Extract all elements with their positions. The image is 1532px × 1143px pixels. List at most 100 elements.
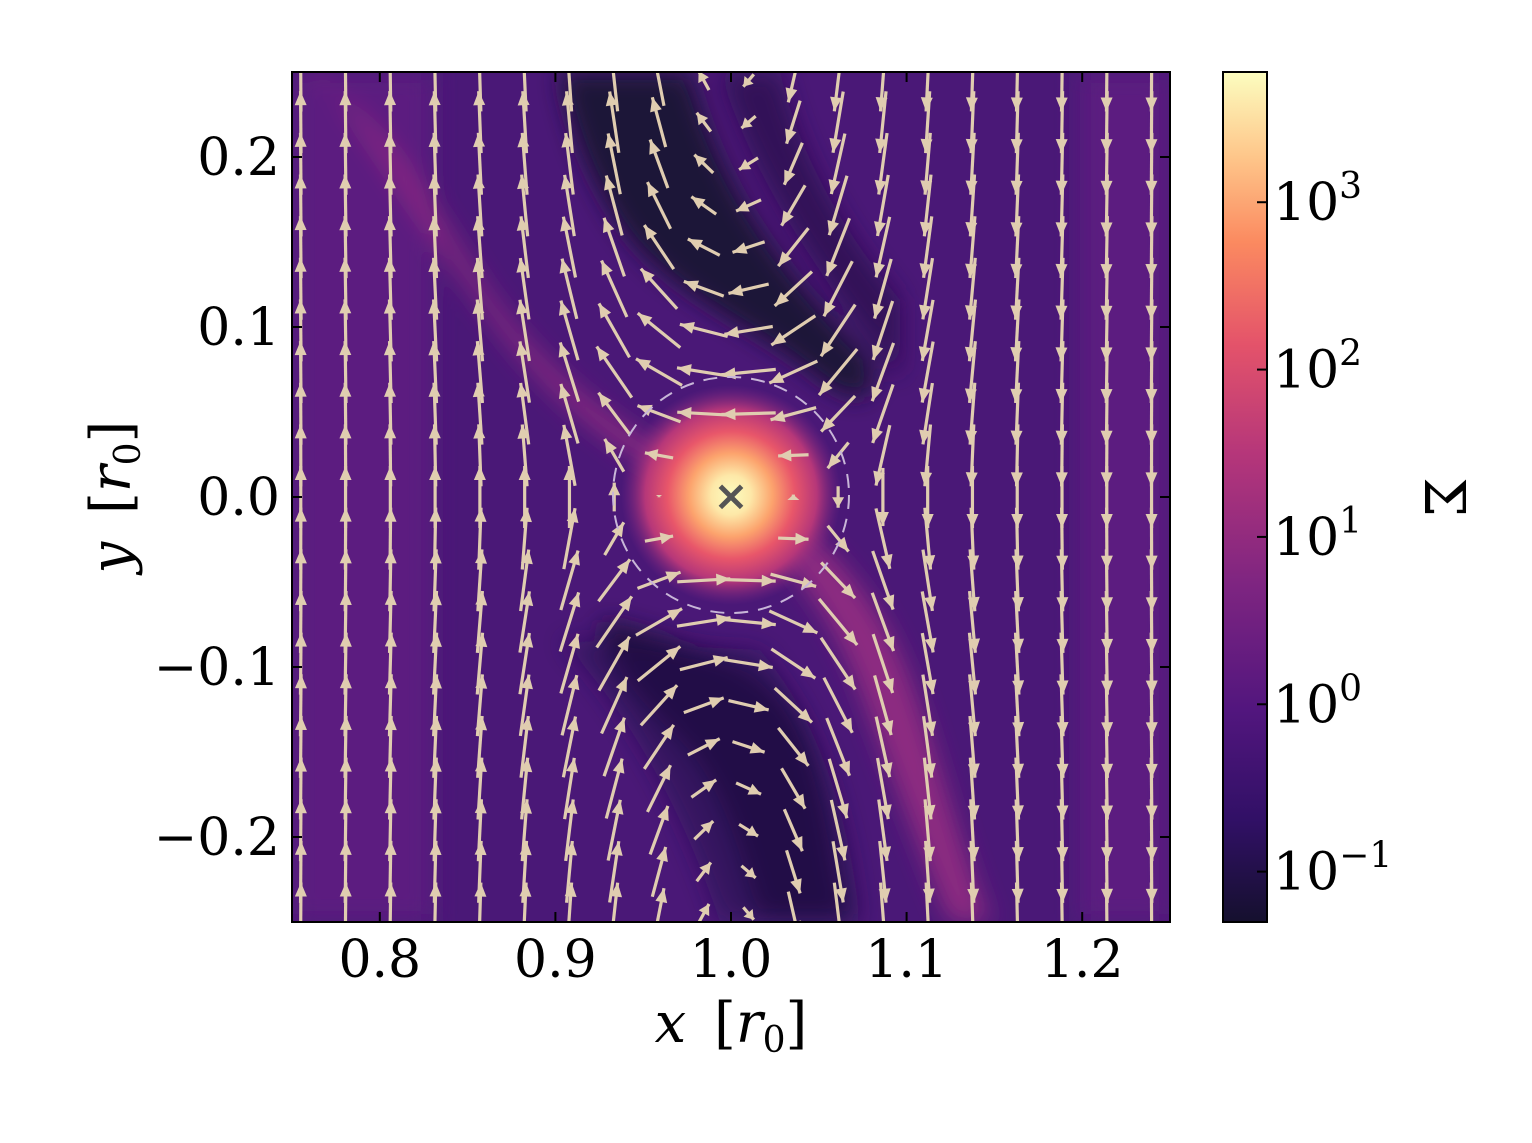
velocity-arrow bbox=[655, 887, 668, 922]
velocity-arrow bbox=[608, 840, 623, 903]
velocity-arrow bbox=[785, 72, 798, 103]
y-axis-var: y bbox=[79, 540, 144, 576]
velocity-arrow bbox=[785, 100, 802, 145]
y-axis-ticks: 0.2 0.1 0.0 −0.1 −0.2 bbox=[154, 128, 1170, 868]
velocity-arrow bbox=[874, 716, 893, 778]
velocity-arrow bbox=[595, 595, 634, 649]
velocity-arrow bbox=[679, 321, 729, 339]
colorbar-tick-label: 101 bbox=[1273, 501, 1362, 568]
velocity-arrow bbox=[874, 508, 893, 570]
y-axis-unit: r bbox=[79, 462, 144, 492]
velocity-arrow bbox=[635, 607, 683, 637]
velocity-arrow bbox=[778, 532, 809, 545]
velocity-arrow bbox=[388, 72, 393, 112]
velocity-arrow bbox=[560, 424, 577, 487]
velocity-arrow bbox=[558, 341, 581, 403]
velocity-arrow bbox=[343, 72, 348, 112]
velocity-arrow bbox=[777, 726, 810, 767]
velocity-arrow bbox=[558, 383, 580, 444]
velocity-arrow bbox=[921, 674, 937, 737]
y-tick-label: −0.2 bbox=[154, 808, 280, 868]
velocity-arrow bbox=[738, 156, 759, 172]
colorbar-tick-label: 10−1 bbox=[1273, 836, 1392, 903]
velocity-arrow bbox=[567, 72, 574, 112]
velocity-arrow bbox=[918, 299, 935, 362]
velocity-arrow bbox=[1100, 72, 1113, 112]
velocity-arrow bbox=[558, 300, 580, 361]
velocity-arrow bbox=[822, 676, 854, 734]
velocity-arrow bbox=[597, 391, 632, 436]
velocity-arrow bbox=[518, 591, 534, 653]
velocity-arrow bbox=[920, 424, 933, 487]
velocity-arrow bbox=[516, 382, 531, 445]
velocity-arrow bbox=[679, 655, 729, 672]
x-axis-unit-sub: 0 bbox=[763, 1020, 786, 1061]
velocity-arrow bbox=[735, 198, 762, 213]
planet-marker: × bbox=[713, 471, 748, 520]
velocity-arrow bbox=[820, 561, 857, 600]
x-axis-ticks: 0.8 0.9 1.0 1.1 1.2 bbox=[338, 72, 1124, 990]
velocity-arrow bbox=[642, 723, 676, 770]
velocity-arrow bbox=[695, 111, 713, 133]
y-tick-label: 0.2 bbox=[197, 128, 280, 188]
velocity-arrow bbox=[782, 142, 804, 186]
x-tick-label: 0.8 bbox=[338, 930, 421, 990]
velocity-arrow bbox=[636, 570, 682, 590]
velocity-arrow bbox=[780, 184, 807, 227]
velocity-arrow bbox=[920, 591, 937, 653]
y-axis-label: y [r0] bbox=[79, 421, 149, 577]
velocity-arrow bbox=[648, 138, 670, 189]
velocity-arrow bbox=[690, 778, 718, 799]
velocity-arrow bbox=[827, 758, 849, 819]
velocity-arrow bbox=[604, 175, 624, 236]
velocity-arrow bbox=[516, 257, 531, 320]
velocity-arrow bbox=[595, 345, 634, 399]
velocity-arrow bbox=[825, 717, 852, 777]
velocity-arrow bbox=[770, 314, 817, 347]
colorbar-label: Σ bbox=[1411, 477, 1476, 517]
colorbar bbox=[1222, 71, 1268, 923]
velocity-arrow bbox=[639, 684, 679, 727]
velocity-arrow bbox=[728, 282, 770, 297]
velocity-arrow bbox=[777, 227, 810, 268]
velocity-arrow bbox=[603, 438, 626, 473]
velocity-arrow bbox=[721, 617, 776, 630]
velocity-arrow bbox=[721, 408, 776, 421]
velocity-arrow bbox=[871, 550, 895, 611]
velocity-arrow bbox=[648, 805, 670, 856]
velocity-arrow bbox=[610, 882, 623, 922]
velocity-arrows bbox=[294, 72, 1158, 922]
velocity-arrow bbox=[644, 532, 674, 545]
velocity-arrow bbox=[650, 846, 668, 898]
velocity-arrow bbox=[559, 633, 580, 694]
velocity-arrow bbox=[559, 258, 579, 320]
velocity-arrow bbox=[635, 357, 683, 387]
velocity-arrow bbox=[611, 72, 620, 112]
colorbar-tick-label: 103 bbox=[1273, 166, 1362, 233]
velocity-arrow bbox=[873, 674, 894, 736]
velocity-arrow bbox=[563, 757, 579, 820]
velocity-arrow bbox=[918, 341, 935, 403]
velocity-arrow bbox=[519, 715, 533, 778]
velocity-arrow bbox=[965, 72, 978, 112]
velocity-arrow bbox=[693, 819, 715, 841]
velocity-arrow bbox=[655, 495, 663, 498]
y-tick-label: −0.1 bbox=[154, 638, 280, 698]
velocity-arrow bbox=[826, 441, 850, 470]
velocity-arrow bbox=[773, 270, 814, 308]
velocity-arrow bbox=[875, 72, 888, 112]
velocity-arrow bbox=[603, 521, 626, 556]
velocity-arrow bbox=[871, 300, 895, 361]
velocity-arrow bbox=[922, 757, 936, 820]
velocity-arrow bbox=[878, 840, 891, 903]
velocity-arrow bbox=[787, 494, 800, 501]
velocity-arrow bbox=[639, 267, 679, 310]
velocity-arrow bbox=[605, 133, 622, 195]
velocity-arrow bbox=[875, 757, 892, 820]
velocity-arrow bbox=[870, 342, 896, 402]
velocity-arrow bbox=[740, 864, 757, 880]
velocity-arrow bbox=[560, 174, 576, 237]
velocity-arrow bbox=[645, 181, 673, 230]
velocity-arrow bbox=[873, 424, 892, 486]
velocity-arrow bbox=[742, 73, 756, 88]
